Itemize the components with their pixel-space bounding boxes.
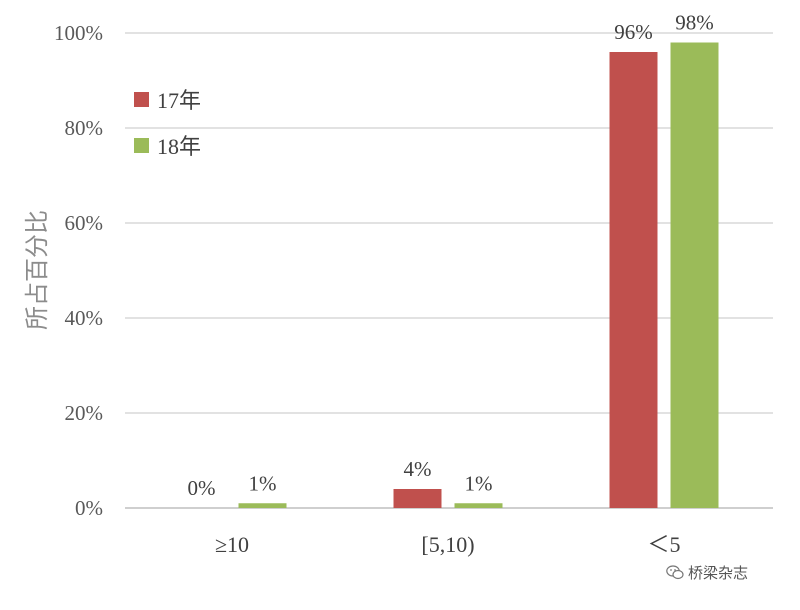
bar — [238, 503, 287, 508]
bar — [393, 489, 442, 508]
y-axis-title: 所占百分比 — [24, 210, 51, 330]
legend-swatch — [134, 138, 149, 153]
x-tick-label: ＜5 — [647, 532, 680, 557]
x-tick-label: ≥10 — [215, 532, 249, 557]
y-tick-label: 0% — [75, 496, 103, 520]
legend-swatch — [134, 92, 149, 107]
watermark: 桥梁杂志 — [666, 562, 748, 583]
legend-label: 18年 — [157, 134, 201, 159]
data-label: 0% — [188, 476, 216, 500]
wechat-icon — [666, 565, 684, 580]
data-label: 98% — [675, 11, 714, 35]
data-label: 1% — [465, 471, 493, 495]
data-labels: 0% 1% 4% 1% 96% 98% — [188, 11, 714, 501]
y-tick-label: 80% — [65, 116, 104, 140]
x-tick-label: [5,10) — [421, 532, 474, 557]
y-tick-label: 60% — [65, 211, 104, 235]
bars — [238, 42, 719, 508]
data-label: 96% — [614, 20, 653, 44]
watermark-text: 桥梁杂志 — [688, 564, 749, 582]
x-axis-categories: ≥10 [5,10) ＜5 — [215, 532, 681, 557]
y-tick-label: 20% — [65, 401, 104, 425]
gridlines — [125, 32, 773, 414]
y-tick-label: 100% — [54, 21, 103, 45]
legend: 17年 18年 — [134, 88, 201, 159]
bar — [609, 52, 658, 508]
y-tick-label: 40% — [65, 306, 104, 330]
data-label: 1% — [249, 471, 277, 495]
y-axis-ticks: 0% 20% 40% 60% 80% 100% — [54, 21, 103, 520]
bar — [454, 503, 503, 508]
data-label: 4% — [404, 457, 432, 481]
legend-label: 17年 — [157, 88, 201, 113]
bar — [670, 42, 719, 508]
